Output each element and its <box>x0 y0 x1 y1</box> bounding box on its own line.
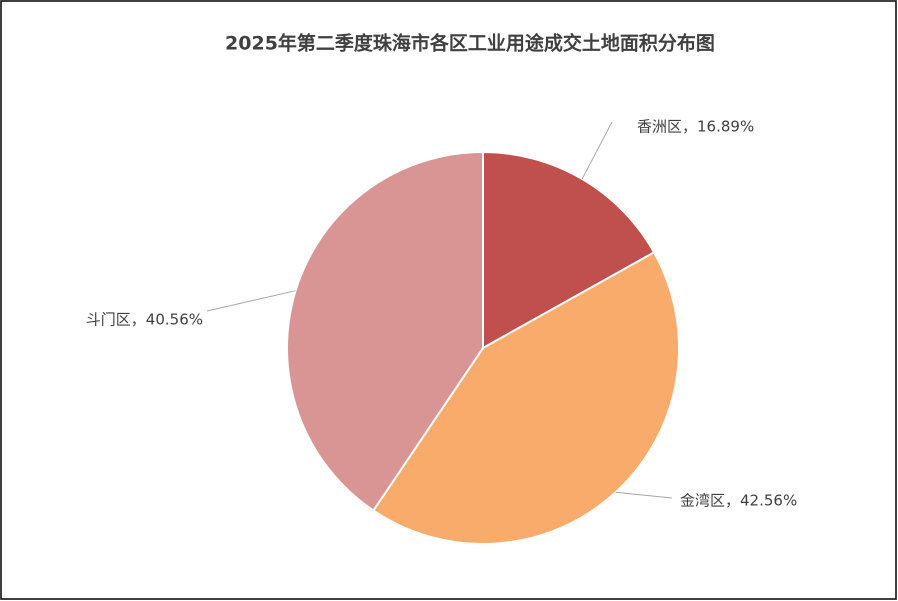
data-label: 香洲区，16.89% <box>637 118 754 136</box>
chart-title: 2025年第二季度珠海市各区工业用途成交土地面积分布图 <box>225 32 715 55</box>
leader-line <box>206 290 296 312</box>
data-label: 斗门区，40.56% <box>86 311 203 329</box>
leader-line <box>615 491 673 499</box>
leader-line <box>581 121 613 180</box>
pie-slice <box>286 150 484 512</box>
pie-slice <box>372 251 680 545</box>
pie-slice <box>482 150 656 350</box>
data-label: 金湾区，42.56% <box>680 492 797 510</box>
